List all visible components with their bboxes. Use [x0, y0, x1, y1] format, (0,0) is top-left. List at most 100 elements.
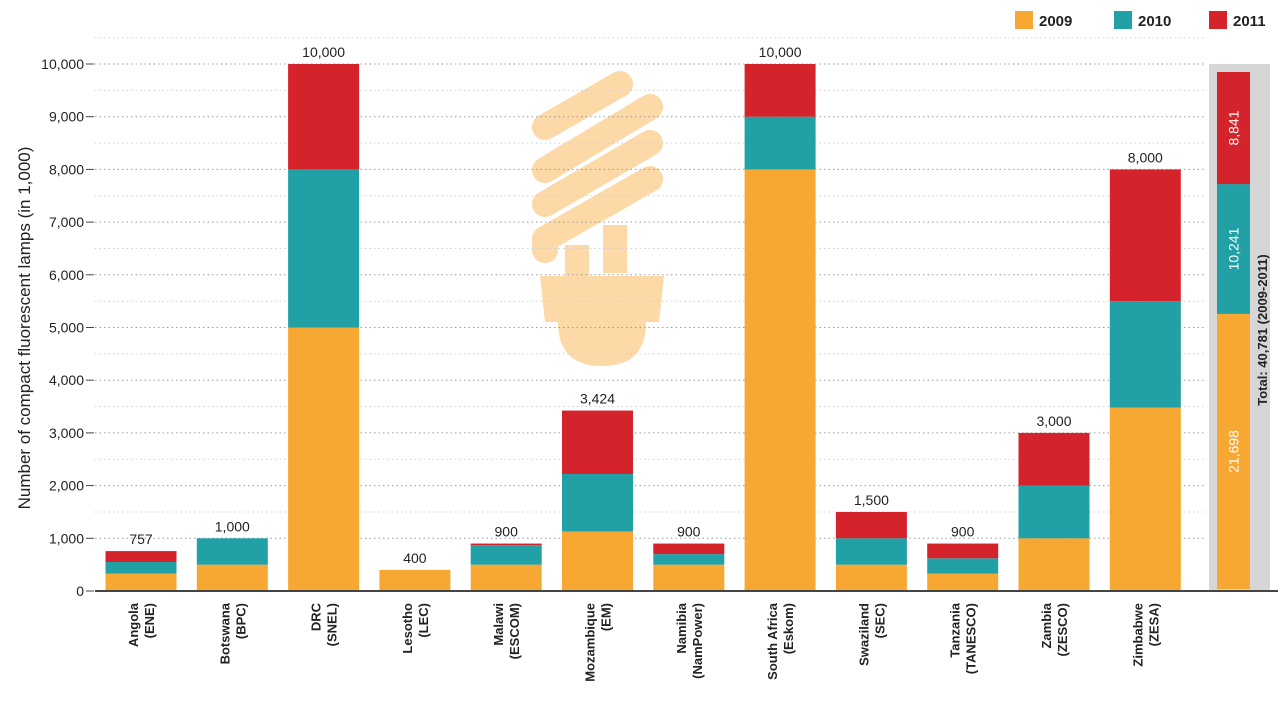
y-tick-label: 5,000	[49, 320, 84, 336]
bar-segment-2011	[470, 543, 542, 546]
bar-total-label: 400	[403, 550, 427, 566]
category-label: Namibia (NamPower)	[674, 602, 705, 679]
total-caption: Total: 40,781 (2009-2011)	[1255, 254, 1270, 406]
category-label: Angola (ENE)	[126, 602, 157, 647]
bar-total-label: 8,000	[1128, 149, 1163, 165]
bar-segment-2009	[927, 573, 999, 591]
total-segment-label: 10,241	[1226, 227, 1242, 270]
bar-total-label: 900	[677, 524, 701, 540]
total-segment-label: 21,698	[1226, 430, 1242, 473]
bar-segment-2010	[470, 545, 542, 565]
x-axis-category-labels: Angola (ENE) Botswana (BPC) DRC (SNEL) Lesotho…	[126, 602, 1161, 682]
bar-segment-2010	[744, 116, 816, 170]
category-label: Zimbabwe (ZESA)	[1130, 603, 1161, 667]
bar-segment-2011	[927, 543, 999, 559]
category-label: Lesotho (LEC)	[400, 603, 431, 654]
bar-segment-2011	[835, 511, 907, 539]
category-label-utility: (Eskom)	[781, 603, 796, 654]
bar-segment-2009	[379, 569, 451, 591]
bar-segment-2011	[653, 543, 725, 555]
bar-segment-2010	[1018, 485, 1090, 539]
total-caption-group: Total: 40,781 (2009-2011)	[1255, 254, 1270, 406]
bar-segment-2011	[1018, 432, 1090, 486]
total-bar-panel: 21,698 10,241 8,841 Total: 40,781 (2009-201…	[1209, 64, 1270, 591]
category-label-utility: (SEC)	[872, 603, 887, 638]
bar-segment-2009	[835, 564, 907, 591]
legend-label-2009: 2009	[1039, 13, 1072, 30]
bar-segment-2010	[1109, 301, 1181, 408]
bar-segment-2009	[1018, 538, 1090, 591]
bar-total-label: 900	[951, 524, 975, 540]
total-segment-2011	[1217, 72, 1250, 185]
category-label-name: Zimbabwe	[1130, 603, 1145, 667]
bar-total-label: 10,000	[302, 44, 345, 60]
bar-total-label: 900	[495, 524, 519, 540]
y-tick-label: 3,000	[49, 425, 84, 441]
category-label-name: Botswana	[217, 602, 232, 664]
stacked-bars: 757 1,000 10,000 400 900 3,424 900 10,000 1,500 9…	[105, 44, 1181, 591]
y-axis-tick-labels: 0 1,000 2,000 3,000 4,000 5,000 6,000 7,000 8,00…	[41, 56, 94, 599]
y-tick-label: 6,000	[49, 267, 84, 283]
bar-total-label: 1,500	[854, 492, 889, 508]
category-label: Zambia (ZESCO)	[1039, 602, 1070, 656]
category-label-utility: (EM)	[599, 603, 614, 631]
bar-segment-2010	[653, 554, 725, 565]
legend-swatch-2011	[1209, 11, 1227, 29]
light-bulb-icon	[532, 71, 664, 366]
category-label: DRC (SNEL)	[309, 602, 340, 646]
category-label-utility: (ZESCO)	[1055, 603, 1070, 656]
y-tick-label: 9,000	[49, 109, 84, 125]
category-label-name: Swaziland	[856, 603, 871, 666]
y-tick-label: 10,000	[41, 56, 84, 72]
y-tick-label: 7,000	[49, 214, 84, 230]
legend-swatch-2010	[1114, 11, 1132, 29]
bar-segment-2009	[1109, 407, 1181, 591]
bar-segment-2011	[1109, 169, 1181, 302]
total-segment-label-group: 8,841	[1226, 110, 1242, 145]
total-segment-2010	[1217, 184, 1250, 314]
bar-segment-2011	[288, 64, 360, 170]
category-label-name: Tanzania	[948, 602, 963, 657]
y-tick-label: 2,000	[49, 478, 84, 494]
bar-total-label: 3,424	[580, 391, 615, 407]
category-label-utility: (BPC)	[233, 603, 248, 639]
bar-segment-2009	[196, 564, 268, 591]
category-label-utility: (NamPower)	[690, 603, 705, 679]
bar-segment-2010	[835, 538, 907, 565]
category-label-name: DRC	[309, 602, 324, 631]
category-label: Botswana (BPC)	[217, 602, 248, 664]
category-label-name: Malawi	[491, 603, 506, 646]
category-label: Mozambique (EM)	[583, 603, 614, 682]
bar-segment-2010	[562, 474, 633, 532]
bar-segment-2009	[653, 564, 725, 591]
bar-segment-2010	[105, 562, 177, 574]
y-axis-label: Number of compact fluorescent lamps (in …	[15, 147, 34, 510]
category-label-utility: (SNEL)	[325, 603, 340, 646]
total-segment-label-group: 10,241	[1226, 227, 1242, 270]
bar-segment-2011	[562, 410, 633, 475]
bar-segment-2010	[288, 169, 360, 328]
bar-total-label: 3,000	[1036, 413, 1071, 429]
category-label-utility: (LEC)	[416, 603, 431, 638]
category-label-name: South Africa	[765, 602, 780, 680]
category-label: Malawi (ESCOM)	[491, 603, 522, 659]
category-label-utility: (ZESA)	[1146, 603, 1161, 646]
total-segment-2009	[1217, 313, 1250, 589]
category-label-name: Zambia	[1039, 602, 1054, 648]
bar-segment-2009	[744, 169, 816, 591]
legend: 2009 2010 2011	[1015, 11, 1266, 30]
category-label: Swaziland (SEC)	[856, 603, 887, 666]
legend-swatch-2009	[1015, 11, 1033, 29]
category-label: South Africa (Eskom)	[765, 602, 796, 680]
bar-segment-2009	[470, 564, 542, 591]
category-label-utility: (ENE)	[142, 603, 157, 638]
category-label-name: Namibia	[674, 602, 689, 653]
category-label-name: Mozambique	[583, 603, 598, 682]
category-label-name: Lesotho	[400, 603, 415, 654]
y-tick-label: 8,000	[49, 161, 84, 177]
category-label-name: Angola	[126, 602, 141, 647]
category-label: Tanzania (TANESCO)	[948, 602, 979, 674]
legend-label-2011: 2011	[1233, 13, 1266, 30]
bar-total-label: 1,000	[215, 518, 250, 534]
